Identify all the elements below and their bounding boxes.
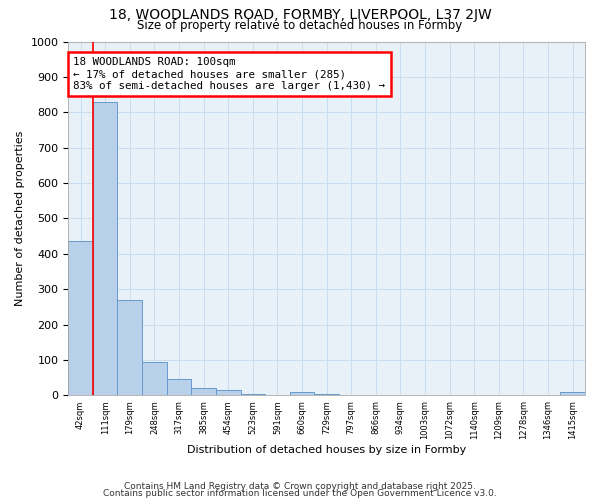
Text: Contains HM Land Registry data © Crown copyright and database right 2025.: Contains HM Land Registry data © Crown c… <box>124 482 476 491</box>
Bar <box>142 362 167 396</box>
Text: 18, WOODLANDS ROAD, FORMBY, LIVERPOOL, L37 2JW: 18, WOODLANDS ROAD, FORMBY, LIVERPOOL, L… <box>109 8 491 22</box>
Bar <box>191 388 216 396</box>
Y-axis label: Number of detached properties: Number of detached properties <box>15 131 25 306</box>
X-axis label: Distribution of detached houses by size in Formby: Distribution of detached houses by size … <box>187 445 466 455</box>
Text: Contains public sector information licensed under the Open Government Licence v3: Contains public sector information licen… <box>103 490 497 498</box>
Bar <box>118 300 142 396</box>
Bar <box>216 390 241 396</box>
Text: 18 WOODLANDS ROAD: 100sqm
← 17% of detached houses are smaller (285)
83% of semi: 18 WOODLANDS ROAD: 100sqm ← 17% of detac… <box>73 58 385 90</box>
Bar <box>241 394 265 396</box>
Bar <box>167 379 191 396</box>
Bar <box>68 242 93 396</box>
Bar <box>290 392 314 396</box>
Bar <box>314 394 339 396</box>
Bar <box>93 102 118 396</box>
Bar <box>560 392 585 396</box>
Text: Size of property relative to detached houses in Formby: Size of property relative to detached ho… <box>137 19 463 32</box>
